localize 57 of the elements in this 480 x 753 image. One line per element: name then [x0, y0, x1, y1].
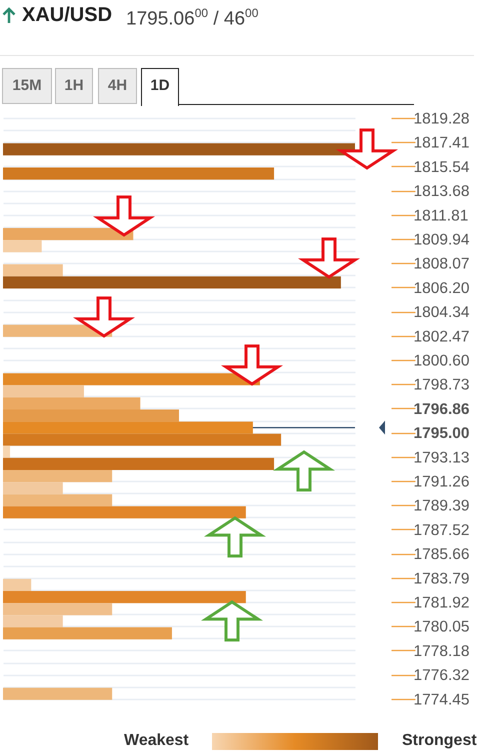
- y-tick-label: 1793.13: [413, 449, 470, 466]
- y-tick-label: 1809.94: [413, 232, 470, 249]
- y-tick-label: 1808.07: [413, 256, 470, 273]
- text: Strongest: [402, 732, 477, 750]
- bar: [3, 434, 282, 446]
- bar: [3, 397, 140, 410]
- bar: [3, 615, 63, 628]
- y-tick-label: 1817.41: [413, 134, 470, 152]
- bar: [3, 458, 274, 470]
- y-tick-label: 1787.52: [413, 522, 470, 539]
- y-tick-label: 1815.54: [413, 158, 470, 176]
- text: 15M: [2, 68, 52, 104]
- y-tick-label: 1802.47: [413, 328, 470, 346]
- chart-title: XAU/USD: [22, 4, 112, 27]
- y-tick-label: 1804.34: [413, 304, 470, 322]
- bar: [3, 385, 84, 398]
- bar: [3, 422, 253, 434]
- y-tick-label: 1806.20: [413, 280, 470, 297]
- y-tick-label: 1798.73: [413, 376, 470, 394]
- bar: [3, 506, 246, 518]
- y-tick-label: 1800.60: [413, 352, 470, 370]
- y-tick-label: 1781.92: [413, 594, 470, 612]
- text: 1H: [55, 68, 93, 104]
- y-tick-label: 1783.79: [413, 570, 470, 588]
- y-tick-label: 1774.45: [413, 691, 470, 708]
- y-tick-label: 1813.68: [413, 183, 470, 200]
- y-tick-label: 1819.28: [413, 110, 470, 128]
- y-tick-label: 1780.05: [413, 618, 470, 636]
- bar: [3, 240, 42, 252]
- bar: [3, 168, 274, 180]
- text: Weakest: [124, 732, 189, 750]
- y-tick-label: 1778.18: [413, 642, 470, 660]
- bar: [3, 494, 112, 506]
- bar: [3, 578, 32, 591]
- bar: [3, 143, 355, 156]
- y-tick-label: 1796.86: [413, 400, 470, 418]
- bar: [3, 688, 112, 700]
- y-tick-label: 1785.66: [413, 546, 470, 564]
- bar: [3, 470, 112, 482]
- text: 1D: [141, 68, 179, 106]
- bar: [3, 446, 10, 458]
- bar: [3, 409, 179, 422]
- y-tick-label: 1811.81: [413, 207, 468, 224]
- chart-subtitle: 1795.06$^{00}$ / 46$^{00}$: [126, 6, 258, 30]
- bar: [3, 373, 260, 386]
- bar: [3, 276, 341, 288]
- bar: [3, 264, 63, 276]
- bar: [3, 590, 246, 604]
- y-tick-label: 1776.32: [413, 667, 470, 684]
- bar: [3, 627, 172, 640]
- bar: [3, 603, 112, 616]
- text: 4H: [98, 68, 137, 104]
- bar: [3, 228, 134, 240]
- y-tick-label: 1791.26: [413, 474, 470, 491]
- y-tick-label: 1789.39: [413, 498, 470, 515]
- y-tick-label: 1795.00: [413, 425, 470, 442]
- bar: [3, 482, 63, 494]
